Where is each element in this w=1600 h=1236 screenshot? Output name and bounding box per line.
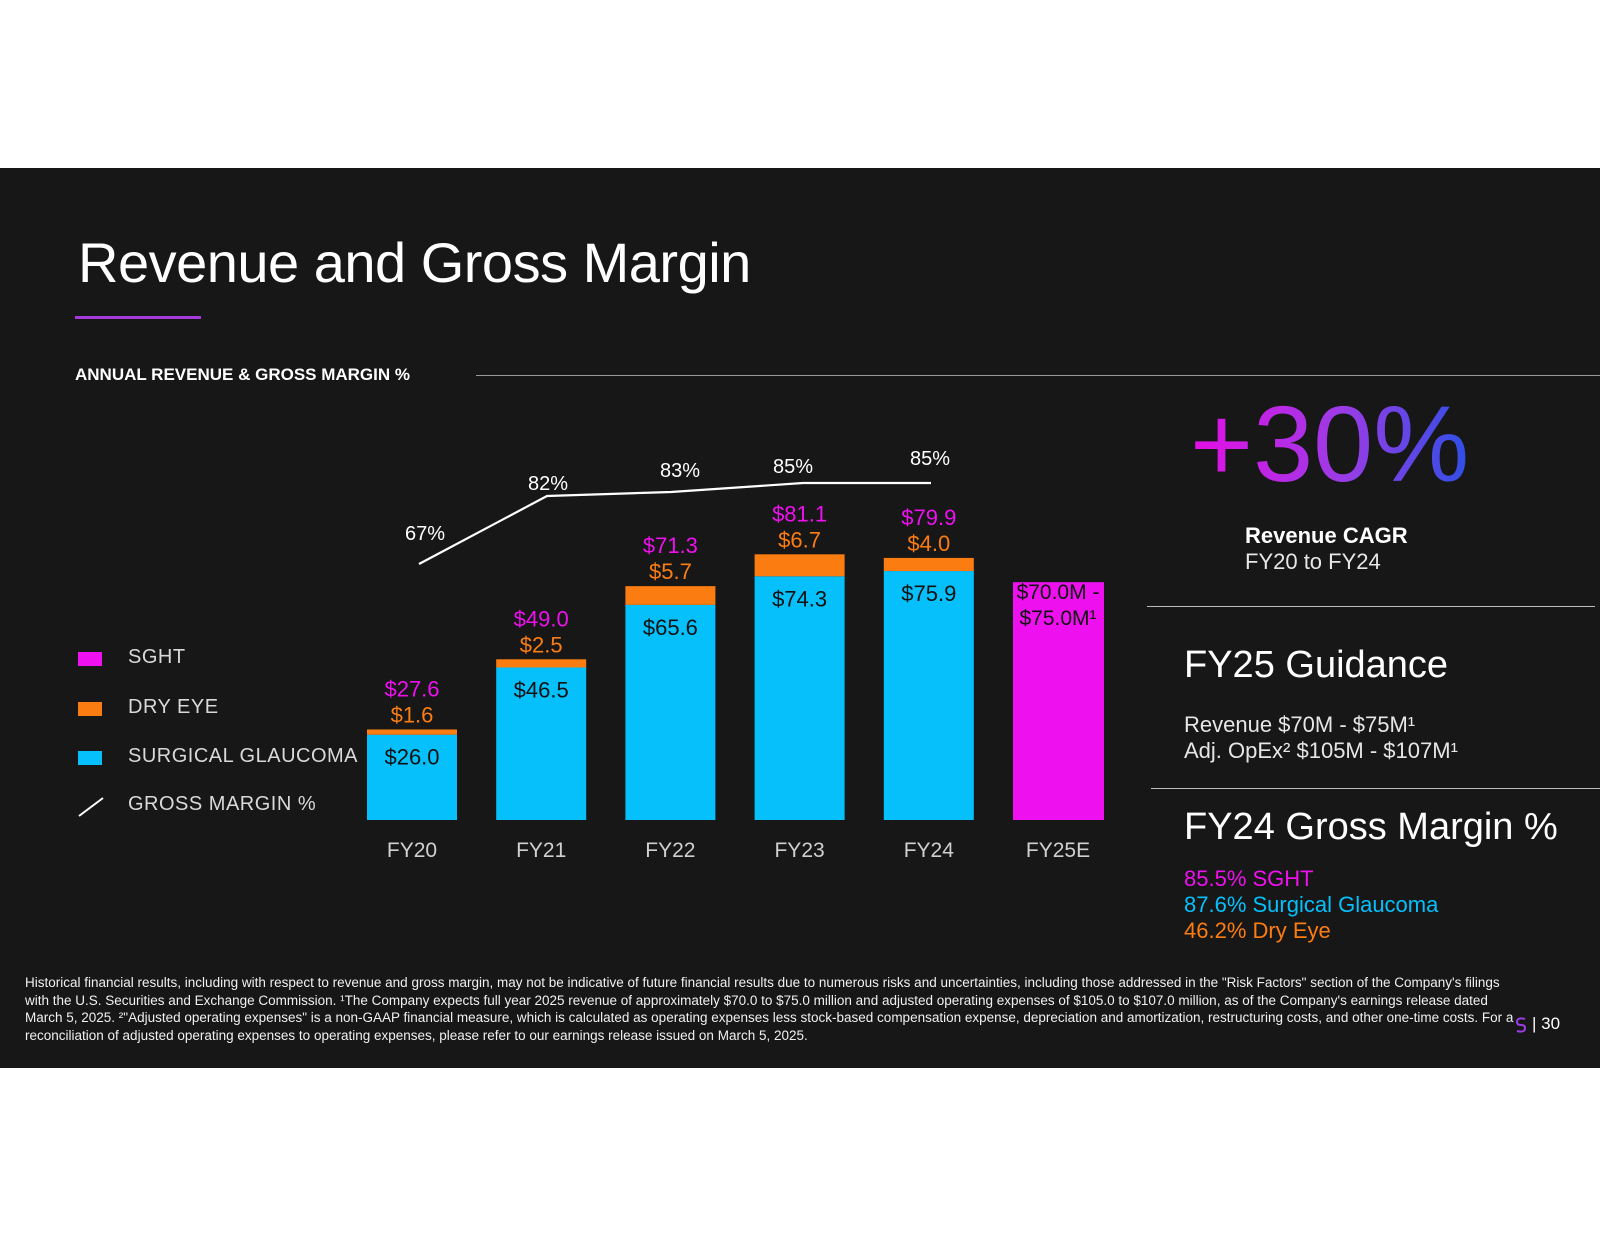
legend-label: DRY EYE [128, 696, 219, 718]
data-label-dry-eye: $5.7 [649, 559, 692, 584]
bar-dry-eye [754, 554, 845, 577]
data-label-surgical-glaucoma: $75.9 [901, 581, 956, 606]
gm-line-sght: 85.5% SGHT [1184, 866, 1314, 891]
legend-line-icon [78, 797, 104, 817]
cagr-sublabel: FY20 to FY24 [1245, 549, 1381, 574]
gross-margin-label: 85% [773, 456, 813, 478]
legend-swatch-sght [78, 652, 102, 666]
data-label-guidance: $70.0M - [1017, 581, 1100, 604]
section-label: ANNUAL REVENUE & GROSS MARGIN % [75, 365, 410, 384]
data-label-total: $49.0 [514, 606, 569, 631]
cagr-label: Revenue CAGR [1245, 523, 1408, 548]
gross-margin-label: 83% [660, 460, 700, 482]
cagr-value-text: +30% [1190, 383, 1470, 504]
guidance-line: Adj. OpEx² $105M - $107M¹ [1184, 738, 1458, 763]
bar-sght-guidance [1013, 582, 1104, 820]
gross-margin-label: 82% [528, 473, 568, 495]
x-tick-label: FY23 [774, 839, 824, 862]
page-number: | 30 [1532, 1014, 1561, 1033]
bar-surgical-glaucoma [496, 667, 587, 820]
bar-dry-eye [367, 729, 457, 735]
guidance-line: Revenue $70M - $75M¹ [1184, 712, 1416, 737]
gross-margin-title: FY24 Gross Margin % [1184, 806, 1558, 848]
bar-surgical-glaucoma [754, 576, 845, 820]
section-divider [476, 375, 1600, 376]
bar-surgical-glaucoma [367, 734, 457, 820]
data-label-total: $71.3 [643, 533, 698, 558]
data-label-dry-eye: $2.5 [520, 632, 563, 657]
gross-margin-label: 67% [405, 523, 445, 545]
data-label-total: $79.9 [901, 505, 956, 530]
data-label-surgical-glaucoma: $65.6 [643, 615, 698, 640]
bar-dry-eye [496, 659, 587, 668]
divider [1147, 606, 1595, 607]
data-label-total: $27.6 [384, 676, 439, 701]
gross-margin-line [418, 481, 931, 565]
data-label-guidance: $75.0M¹ [1019, 607, 1096, 630]
title-underline [75, 316, 201, 319]
page-title: Revenue and Gross Margin [78, 231, 751, 294]
gm-line-surgical-glaucoma: 87.6% Surgical Glaucoma [1184, 892, 1439, 917]
x-tick-label: FY22 [645, 839, 695, 862]
bar-surgical-glaucoma [883, 571, 974, 820]
x-tick-label: FY25E [1026, 839, 1090, 862]
slide: Revenue and Gross Margin ANNUAL REVENUE … [0, 168, 1600, 1068]
bar-dry-eye [883, 557, 974, 572]
gm-line-dry-eye: 46.2% Dry Eye [1184, 918, 1331, 943]
legend-swatch-surgical-glaucoma [78, 751, 102, 765]
guidance-title: FY25 Guidance [1184, 644, 1449, 686]
data-label-total: $81.1 [772, 501, 827, 526]
cagr-value: +30% [1190, 390, 1469, 498]
gross-margin-label: 85% [910, 448, 950, 470]
x-tick-label: FY21 [516, 839, 566, 862]
legend-swatch-dry-eye [78, 702, 102, 716]
x-tick-label: FY20 [387, 839, 437, 862]
data-label-surgical-glaucoma: $26.0 [384, 745, 439, 770]
data-label-surgical-glaucoma: $46.5 [514, 677, 569, 702]
bar-surgical-glaucoma [625, 604, 716, 820]
legend-label: SGHT [128, 646, 186, 668]
data-label-dry-eye: $4.0 [907, 531, 950, 556]
data-label-dry-eye: $6.7 [778, 527, 821, 552]
data-label-dry-eye: $1.6 [391, 702, 434, 727]
revenue-chart: FY20 $26.0 $1.6$27.6 FY21 $46.5 $2.5$49.0 FY22… [367, 448, 1104, 862]
footnote: Historical financial results, including … [25, 975, 1514, 1043]
legend-label: SURGICAL GLAUCOMA [128, 745, 359, 767]
data-label-surgical-glaucoma: $74.3 [772, 586, 827, 611]
bar-dry-eye [625, 586, 716, 605]
divider [1151, 788, 1600, 789]
legend-label: GROSS MARGIN % [128, 793, 317, 815]
logo-icon [1515, 1017, 1527, 1033]
x-tick-label: FY24 [904, 839, 955, 862]
